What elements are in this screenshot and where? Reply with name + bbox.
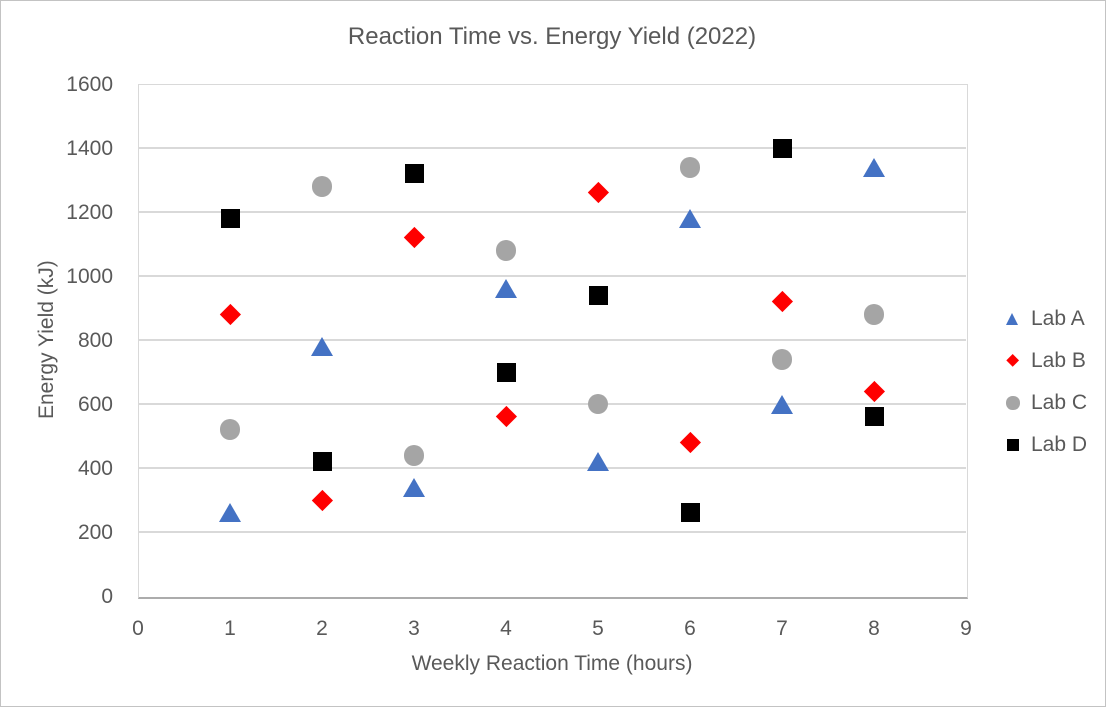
legend-square-icon (1005, 437, 1021, 453)
gridline-y-200 (138, 531, 966, 533)
point-lab-d-x7 (772, 138, 792, 158)
y-tick-label-1600: 1600 (66, 73, 113, 96)
legend-entry-lab-a: Lab A (1005, 298, 1087, 340)
point-lab-c-x6 (679, 156, 701, 178)
legend-marker-lab-b (1006, 354, 1020, 368)
gridline-y-1200 (138, 211, 966, 213)
point-lab-c-x2 (311, 175, 333, 197)
gridline-y-800 (138, 339, 966, 341)
legend: Lab A Lab B Lab C Lab D (1005, 298, 1087, 466)
legend-marker-lab-c (1006, 396, 1020, 410)
legend-entry-lab-c: Lab C (1005, 382, 1087, 424)
point-lab-d-x3 (404, 164, 424, 184)
legend-entry-lab-d: Lab D (1005, 424, 1087, 466)
point-lab-c-x1 (219, 419, 241, 441)
x-tick-label-0: 0 (132, 617, 144, 640)
point-lab-a-x1 (218, 503, 241, 523)
legend-entry-lab-b: Lab B (1005, 340, 1087, 382)
legend-label-lab-d: Lab D (1031, 433, 1088, 456)
point-lab-a-x2 (310, 336, 333, 356)
chart-title: Reaction Time vs. Energy Yield (2022) (347, 23, 757, 50)
point-lab-a-x4 (494, 279, 517, 299)
y-tick-label-400: 400 (77, 457, 113, 480)
point-lab-c-x4 (495, 239, 517, 261)
y-tick-label-1400: 1400 (66, 137, 113, 160)
point-lab-a-x8 (862, 157, 885, 177)
legend-marker-lab-d (1007, 439, 1019, 451)
point-lab-a-x6 (678, 208, 701, 228)
legend-triangle-icon (1005, 311, 1021, 327)
x-tick-label-5: 5 (592, 617, 604, 640)
point-lab-c-x7 (771, 348, 793, 370)
point-lab-c-x3 (403, 444, 425, 466)
legend-diamond-icon (1005, 353, 1021, 369)
point-lab-d-x4 (496, 362, 516, 382)
x-tick-label-2: 2 (316, 617, 328, 640)
legend-label-lab-a: Lab A (1031, 307, 1085, 330)
point-lab-a-x5 (586, 452, 609, 472)
x-tick-label-6: 6 (684, 617, 696, 640)
x-tick-label-7: 7 (776, 617, 788, 640)
y-tick-label-0: 0 (101, 585, 113, 608)
point-lab-c-x8 (863, 303, 885, 325)
point-lab-a-x3 (402, 477, 425, 497)
gridline-y-1000 (138, 275, 966, 277)
point-lab-d-x6 (680, 503, 700, 523)
y-tick-label-600: 600 (77, 393, 113, 416)
point-lab-d-x5 (588, 285, 608, 305)
legend-circle-icon (1005, 395, 1021, 411)
x-tick-label-8: 8 (868, 617, 880, 640)
x-tick-label-3: 3 (408, 617, 420, 640)
x-tick-label-9: 9 (960, 617, 972, 640)
legend-marker-lab-a (1006, 313, 1019, 325)
x-axis-title: Weekly Reaction Time (hours) (411, 652, 693, 675)
y-tick-label-1000: 1000 (66, 265, 113, 288)
plot-area (138, 84, 968, 599)
gridline-y-400 (138, 467, 966, 469)
gridline-y-600 (138, 403, 966, 405)
gridline-y-1400 (138, 147, 966, 149)
point-lab-d-x8 (864, 407, 884, 427)
point-lab-d-x2 (312, 452, 332, 472)
y-tick-label-200: 200 (77, 521, 113, 544)
legend-label-lab-c: Lab C (1031, 391, 1088, 414)
legend-label-lab-b: Lab B (1031, 349, 1086, 372)
point-lab-a-x7 (770, 394, 793, 414)
x-tick-label-4: 4 (500, 617, 512, 640)
y-tick-label-1200: 1200 (66, 201, 113, 224)
point-lab-c-x5 (587, 393, 609, 415)
y-tick-label-800: 800 (77, 329, 113, 352)
point-lab-d-x1 (220, 208, 240, 228)
x-tick-label-1: 1 (224, 617, 236, 640)
